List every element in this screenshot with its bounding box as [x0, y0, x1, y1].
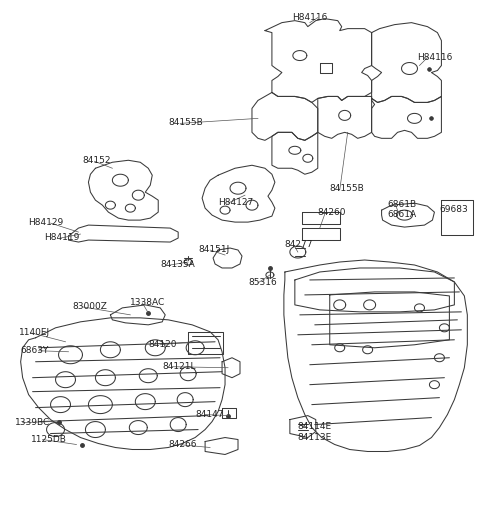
- Text: 1339BC: 1339BC: [15, 418, 50, 426]
- Text: 84260: 84260: [318, 208, 346, 217]
- Text: 6863Y: 6863Y: [21, 346, 49, 355]
- Text: H84129: H84129: [29, 218, 64, 227]
- Text: 84277: 84277: [285, 240, 313, 249]
- Text: 84266: 84266: [168, 440, 197, 448]
- Text: H84119: H84119: [45, 233, 80, 242]
- Text: H84127: H84127: [218, 198, 253, 207]
- Text: H84116: H84116: [292, 13, 327, 21]
- Text: 84147: 84147: [195, 410, 224, 419]
- Text: 84155B: 84155B: [330, 184, 364, 193]
- Text: 84114E: 84114E: [298, 422, 332, 431]
- Text: H84116: H84116: [418, 53, 453, 62]
- Text: 85316: 85316: [248, 278, 277, 287]
- Text: 1140EJ: 1140EJ: [19, 328, 50, 337]
- Text: 6861A: 6861A: [387, 210, 417, 219]
- Text: 69683: 69683: [439, 205, 468, 214]
- Text: 84155B: 84155B: [168, 118, 203, 127]
- Text: 84151J: 84151J: [198, 245, 229, 254]
- Text: 84152: 84152: [83, 156, 111, 165]
- Text: 84121L: 84121L: [162, 362, 196, 371]
- Text: 84120: 84120: [148, 340, 177, 349]
- Text: 84113E: 84113E: [298, 433, 332, 442]
- Text: 1125DB: 1125DB: [31, 434, 67, 444]
- Text: 6861B: 6861B: [387, 200, 417, 209]
- Text: 1338AC: 1338AC: [130, 298, 166, 307]
- Text: 83000Z: 83000Z: [72, 302, 108, 311]
- Text: 84135A: 84135A: [160, 260, 195, 269]
